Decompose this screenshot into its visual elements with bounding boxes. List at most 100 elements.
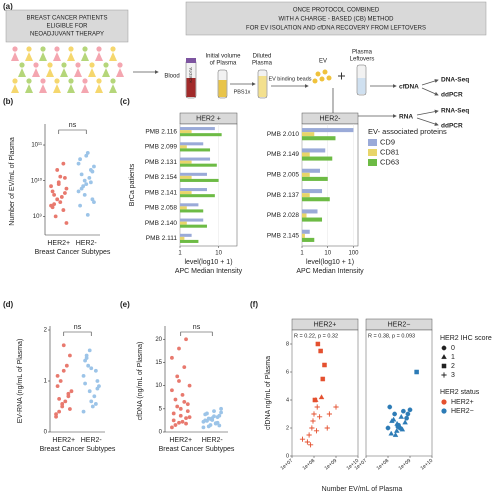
x-tick-label: HER2+ [47, 240, 70, 247]
output: DNA-Seq [441, 77, 469, 84]
point [177, 420, 181, 425]
label: Diluted [253, 54, 272, 60]
panel-label: (d) [3, 300, 14, 309]
point [219, 410, 223, 415]
point [61, 343, 66, 348]
point [394, 420, 400, 426]
y-tick-label: 10¹⁰ [31, 177, 43, 184]
point [93, 368, 98, 373]
y-tick-label: 6 [286, 369, 289, 375]
y-tick-label: PMB 2.099 [145, 144, 178, 151]
plus-sign [338, 72, 345, 80]
bar [302, 156, 333, 161]
tube-leftovers [357, 78, 366, 94]
point [76, 189, 81, 194]
point [212, 409, 216, 414]
point [212, 414, 216, 419]
bar [180, 188, 207, 192]
label: Initial volume [205, 54, 241, 60]
bar [302, 132, 315, 137]
arrow [421, 79, 439, 86]
point [306, 432, 312, 438]
y-tick-label: PMB 2.111 [146, 235, 178, 242]
bar [302, 176, 328, 181]
point [203, 412, 208, 417]
x-axis-title: level(log10 + 1) [306, 259, 354, 266]
arrow [416, 109, 439, 116]
point [54, 412, 58, 417]
annotation: R = 0.22, p = 0.32 [294, 333, 338, 339]
x-axis-title: level(log10 + 1) [184, 259, 232, 266]
x-tick-label: HER2- [202, 437, 224, 444]
bar [302, 233, 305, 238]
legend-swatch [368, 159, 377, 166]
bar [180, 224, 207, 228]
point [170, 425, 174, 430]
point [53, 214, 58, 219]
label: Blood [164, 74, 179, 80]
bar [180, 175, 192, 179]
legend-symbol [441, 372, 447, 378]
point [79, 172, 84, 177]
point [187, 415, 192, 420]
bar [180, 133, 222, 137]
point [180, 419, 185, 424]
facet-title: HER2- [319, 115, 341, 122]
point [61, 161, 66, 166]
point [318, 348, 323, 354]
point [170, 355, 174, 360]
point [404, 415, 409, 421]
point [60, 402, 65, 406]
bar [180, 236, 185, 240]
point [184, 421, 188, 426]
y-axis-title: cfDNA ng/mL of Plasma [265, 356, 272, 430]
label: EV [319, 59, 327, 65]
point [57, 409, 62, 414]
point [92, 200, 96, 205]
legend-symbol [441, 345, 447, 351]
legend-label: 0 [451, 345, 455, 352]
point [79, 186, 84, 191]
point [90, 197, 95, 202]
plot-area [291, 329, 359, 457]
point [93, 402, 98, 406]
legend-swatch [368, 139, 377, 146]
legend-label: 2 [451, 363, 455, 370]
point [90, 404, 95, 409]
bar [180, 218, 204, 222]
point [318, 394, 325, 400]
point [78, 157, 82, 162]
point [185, 409, 190, 414]
label: Plasma [352, 50, 373, 56]
point [385, 425, 391, 431]
point [89, 366, 94, 371]
y-tick-label: PMB 2.010 [267, 131, 300, 138]
legend-symbol [441, 408, 447, 414]
patients-box [5, 9, 129, 43]
point [333, 404, 339, 410]
legend-label: 1 [451, 354, 455, 361]
point [61, 368, 66, 373]
point [324, 425, 330, 431]
legend-label: HER2+ [451, 399, 474, 406]
legend-swatch [368, 149, 377, 156]
y-axis-title: Number of EV/mL of Plasma [9, 137, 16, 226]
significance-label: ns [69, 122, 77, 129]
point [182, 399, 187, 404]
significance-bracket [58, 129, 87, 134]
point [182, 365, 187, 369]
point [86, 363, 91, 368]
x-tick-label: HER2- [76, 240, 98, 247]
point [55, 374, 60, 378]
label: EV binding beads [268, 76, 311, 82]
point [57, 396, 62, 401]
box-text: ONCE PROTOCOL COMBINED [293, 8, 380, 14]
legend-title: HER2 status [440, 389, 480, 396]
bar [180, 209, 204, 213]
tube-plasma [258, 76, 267, 97]
bar [302, 152, 310, 157]
point [170, 388, 174, 393]
point [84, 182, 89, 187]
point [171, 411, 176, 416]
bar [180, 206, 187, 210]
